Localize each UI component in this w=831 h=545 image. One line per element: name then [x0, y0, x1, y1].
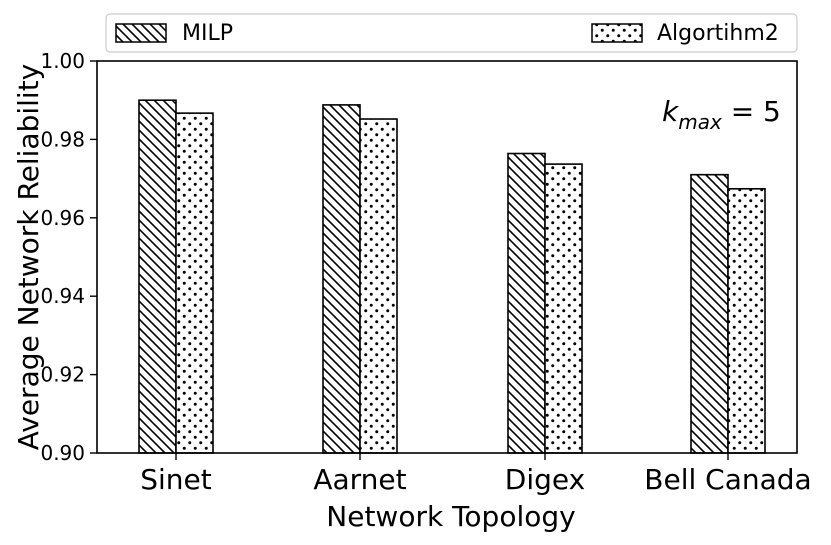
x-axis-label: Network Topology [326, 500, 575, 533]
y-tick-label: 0.94 [40, 284, 85, 308]
bar-algorithm2-sinet [175, 112, 214, 454]
y-axis-label: Average Network Reliability [12, 64, 45, 451]
plot-frame [96, 60, 798, 454]
legend-label-algorithm2: Algortihm2 [657, 21, 779, 46]
bar-algorithm2-bell-canada [727, 187, 766, 454]
y-tick-label: 0.92 [40, 363, 85, 387]
x-axis-ticks: Sinet Aarnet Digex Bell Canada [140, 453, 812, 496]
y-tick-label: 0.98 [40, 127, 85, 151]
bar-milp-bell-canada [690, 173, 729, 454]
bar-algorithm2-digex [544, 163, 583, 454]
x-tick-label: Aarnet [313, 463, 406, 496]
x-tick-label: Bell Canada [644, 463, 811, 496]
y-tick-label: 0.96 [40, 206, 85, 230]
bar-algorithm2-aarnet [359, 118, 398, 454]
y-axis-ticks: 0.90 0.92 0.94 0.96 0.98 1.00 [40, 49, 97, 465]
kmax-annotation: kmax = 5 [662, 95, 781, 134]
legend-label-milp: MILP [182, 21, 233, 46]
bars-group [138, 99, 766, 454]
legend-swatch-algorithm2 [591, 23, 643, 43]
kmax-base: k [662, 95, 680, 128]
y-tick-label: 1.00 [40, 49, 85, 73]
bar-milp-digex [507, 152, 546, 454]
x-tick-label: Digex [505, 463, 585, 496]
kmax-value: = 5 [722, 95, 781, 128]
legend-swatch-milp [115, 23, 167, 43]
legend: MILP Algortihm2 [105, 13, 798, 53]
kmax-subscript: max [678, 110, 722, 134]
bar-milp-sinet [138, 99, 177, 454]
bar-milp-aarnet [322, 104, 361, 454]
x-tick-label: Sinet [140, 463, 212, 496]
y-tick-label: 0.90 [40, 441, 85, 465]
